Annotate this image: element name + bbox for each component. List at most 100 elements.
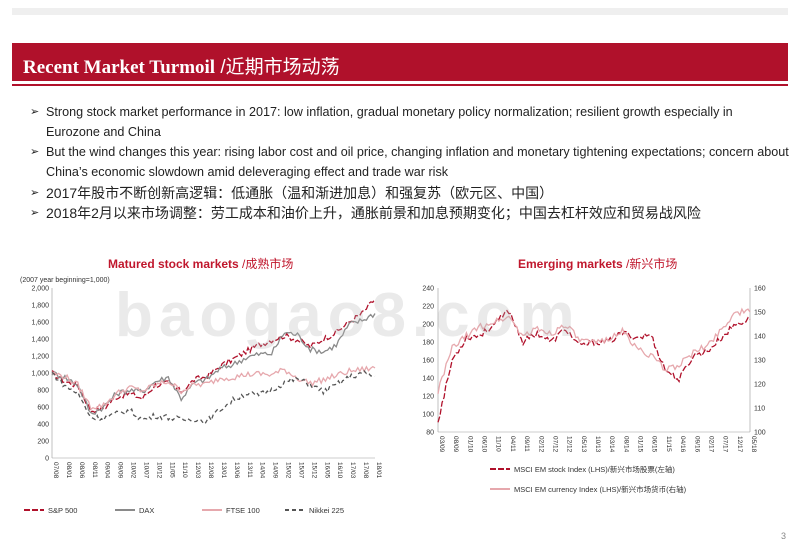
- left-tick-label: 120: [422, 394, 434, 401]
- bullet-list: ➢ Strong stock market performance in 201…: [30, 102, 790, 222]
- left-tick-label: 160: [422, 358, 434, 365]
- bullet-text: 2017年股市不断创新高逻辑：低通胀（温和渐进加息）和强复苏（欧元区、中国）: [46, 185, 554, 201]
- x-tick-label: 02/12: [537, 436, 544, 453]
- title-bar: Recent Market Turmoil /近期市场动荡: [12, 43, 788, 81]
- x-tick-label: 10/12: [155, 462, 162, 479]
- y-tick-label: 1,000: [31, 371, 49, 378]
- x-tick-label: 07/12: [551, 436, 558, 453]
- x-tick-label: 08/01: [65, 462, 72, 479]
- y-tick-label: 1,600: [31, 320, 49, 327]
- bullet-text: Strong stock market performance in 2017:…: [46, 105, 733, 139]
- left-tick-label: 100: [422, 412, 434, 419]
- slide-title: Recent Market Turmoil /近期市场动荡: [23, 52, 340, 79]
- y-tick-label: 1,800: [31, 303, 49, 310]
- x-tick-label: 13/01: [220, 462, 227, 479]
- x-tick-label: 02/17: [707, 436, 714, 453]
- x-tick-label: 05/18: [750, 436, 757, 453]
- chart-title-matured-cn: /成熟市场: [238, 257, 294, 271]
- emerging-markets-chart: 80 100 120 140 160 180 200 220 240 100 110 120 130 14…: [422, 286, 766, 495]
- chart-title-emerging: Emerging markets /新兴市场: [518, 255, 677, 272]
- bullet-text: But the wind changes this year: rising l…: [46, 145, 789, 179]
- x-tick-label: 11/10: [495, 436, 502, 452]
- x-tick-label: 07/08: [52, 462, 59, 479]
- series-line: [437, 307, 751, 395]
- series-line: [437, 309, 751, 423]
- x-tick-label: 18/01: [375, 462, 382, 479]
- y-tick-label: 2,000: [31, 286, 49, 293]
- x-tick-label: 10/07: [142, 462, 149, 479]
- matured-markets-chart: (2007 year beginning=1,000) 0 200 400 600 800…: [20, 277, 382, 515]
- y-tick-label: 1,200: [31, 354, 49, 361]
- y-tick-label: 1,400: [31, 337, 49, 344]
- left-tick-label: 240: [422, 286, 434, 293]
- x-tick-label: 07/17: [722, 436, 729, 453]
- x-tick-label: 11/10: [181, 462, 188, 478]
- x-tick-label: 12/12: [566, 436, 573, 453]
- x-tick-label: 05/13: [580, 436, 587, 453]
- legend-label: Nikkei 225: [309, 506, 344, 515]
- left-tick-label: 140: [422, 376, 434, 383]
- x-tick-label: 10/13: [594, 436, 601, 453]
- x-tick-label: 11/05: [168, 462, 175, 478]
- title-rule: [12, 84, 788, 86]
- bullet-item: ➢ 2018年2月以来市场调整：劳工成本和油价上升，通胀前景和加息预期变化；中国…: [30, 204, 790, 222]
- x-tick-label: 14/04: [259, 462, 266, 479]
- x-tick-label: 10/02: [130, 462, 137, 479]
- legend-label: MSCI EM currency Index (LHS)/新兴市场货币(右轴): [514, 484, 687, 494]
- left-tick-label: 180: [422, 340, 434, 347]
- top-rule: [12, 8, 788, 15]
- x-tick-label: 12/17: [736, 436, 743, 453]
- series-line: [51, 370, 376, 425]
- x-tick-label: 13/11: [246, 462, 253, 478]
- x-tick-label: 08/14: [622, 436, 629, 453]
- x-tick-label: 04/11: [509, 436, 516, 452]
- bullet-item: ➢ Strong stock market performance in 201…: [30, 102, 790, 142]
- right-tick-label: 140: [754, 334, 766, 341]
- x-tick-label: 08/11: [91, 462, 98, 478]
- x-tick-label: 09/04: [104, 462, 111, 479]
- right-tick-label: 160: [754, 286, 766, 293]
- slide-title-cn: /近期市场动荡: [215, 57, 340, 78]
- right-tick-label: 100: [754, 430, 766, 437]
- series-line: [51, 313, 376, 415]
- legend-label: S&P 500: [48, 506, 77, 515]
- x-tick-label: 01/15: [637, 436, 644, 453]
- x-tick-label: 15/02: [285, 462, 292, 479]
- right-tick-label: 110: [754, 406, 765, 413]
- legend-label: FTSE 100: [226, 506, 260, 515]
- bullet-item: ➢ But the wind changes this year: rising…: [30, 142, 790, 182]
- x-tick-label: 01/10: [466, 436, 473, 453]
- y-tick-label: 800: [37, 388, 49, 395]
- x-tick-label: 13/06: [233, 462, 240, 479]
- x-tick-label: 16/05: [323, 462, 330, 479]
- x-tick-label: 08/06: [78, 462, 85, 479]
- arrow-bullet-icon: ➢: [30, 187, 40, 199]
- x-tick-label: 09/11: [523, 436, 530, 452]
- x-tick-label: 03/09: [438, 436, 445, 453]
- arrow-bullet-icon: ➢: [30, 106, 40, 118]
- slide-title-en: Recent Market Turmoil: [23, 57, 216, 78]
- right-tick-label: 120: [754, 382, 766, 389]
- right-tick-label: 130: [754, 358, 766, 365]
- legend-label: DAX: [139, 506, 154, 515]
- watermark: baogao8.com: [115, 281, 581, 350]
- chart-title-matured: Matured stock markets /成熟市场: [108, 255, 293, 272]
- x-tick-label: 17/08: [362, 462, 369, 479]
- x-tick-label: 15/07: [297, 462, 304, 479]
- x-tick-label: 04/16: [679, 436, 686, 453]
- bullet-item: ➢ 2017年股市不断创新高逻辑：低通胀（温和渐进加息）和强复苏（欧元区、中国）: [30, 184, 790, 202]
- series-line: [51, 365, 376, 411]
- left-tick-label: 80: [426, 430, 434, 437]
- x-tick-label: 03/14: [608, 436, 615, 453]
- y-tick-label: 400: [37, 422, 49, 429]
- x-tick-label: 17/03: [349, 462, 356, 479]
- x-tick-label: 16/10: [336, 462, 343, 479]
- arrow-bullet-icon: ➢: [30, 207, 40, 219]
- y-axis-label: (2007 year beginning=1,000): [20, 277, 110, 284]
- right-tick-label: 150: [754, 310, 766, 317]
- x-tick-label: 08/09: [452, 436, 459, 453]
- chart-title-emerging-en: Emerging markets: [518, 257, 623, 271]
- x-tick-label: 11/15: [665, 436, 672, 452]
- legend-label: MSCI EM stock Index (LHS)/新兴市场股票(左轴): [514, 464, 675, 474]
- arrow-bullet-icon: ➢: [30, 146, 40, 158]
